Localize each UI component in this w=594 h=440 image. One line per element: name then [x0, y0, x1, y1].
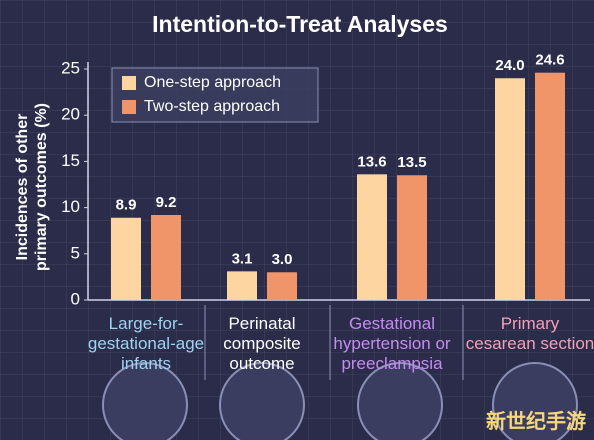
y-tick-label: 5	[71, 243, 80, 262]
x-tick-label: Primary cesarean section	[465, 314, 594, 353]
y-axis-label: Incidences of other primary outcomes (%)	[14, 102, 50, 272]
icon	[357, 362, 443, 440]
value-label: 13.6	[357, 153, 386, 170]
icon	[102, 362, 188, 440]
x-tick-label: Perinatal composite outcome	[223, 314, 301, 373]
y-tick-label: 20	[61, 105, 80, 124]
value-label: 24.0	[495, 57, 524, 74]
legend-label: One-step approach	[144, 74, 281, 91]
bar	[535, 72, 565, 300]
legend-box	[111, 67, 319, 123]
value-label: 8.9	[116, 197, 137, 214]
bar	[397, 175, 427, 300]
bar	[111, 217, 141, 300]
value-label: 3.1	[232, 250, 253, 267]
value-label: 13.5	[397, 154, 426, 171]
icon	[219, 362, 305, 440]
y-tick-label: 10	[61, 197, 80, 216]
bar	[227, 271, 257, 300]
value-label: 24.6	[535, 52, 564, 69]
bar	[267, 272, 297, 300]
bar	[495, 78, 525, 301]
y-tick-label: 15	[61, 151, 80, 170]
y-tick-label: 25	[61, 58, 80, 77]
y-tick-label: 0	[71, 289, 80, 308]
x-tick-label: Gestational hypertension or preeclampsia	[333, 314, 451, 373]
bar	[357, 174, 387, 300]
chart-title: Intention-to-Treat Analyses	[152, 11, 448, 37]
legend-label: Two-step approach	[144, 98, 280, 115]
value-label: 9.2	[156, 194, 177, 211]
legend-swatch	[122, 76, 136, 90]
icon	[492, 362, 578, 440]
x-tick-label: Large-for-gestational-age infants	[87, 314, 205, 373]
value-label: 3.0	[272, 251, 293, 268]
watermark: 新世纪手游	[486, 411, 586, 433]
legend-swatch	[122, 100, 136, 114]
bar	[151, 214, 181, 300]
